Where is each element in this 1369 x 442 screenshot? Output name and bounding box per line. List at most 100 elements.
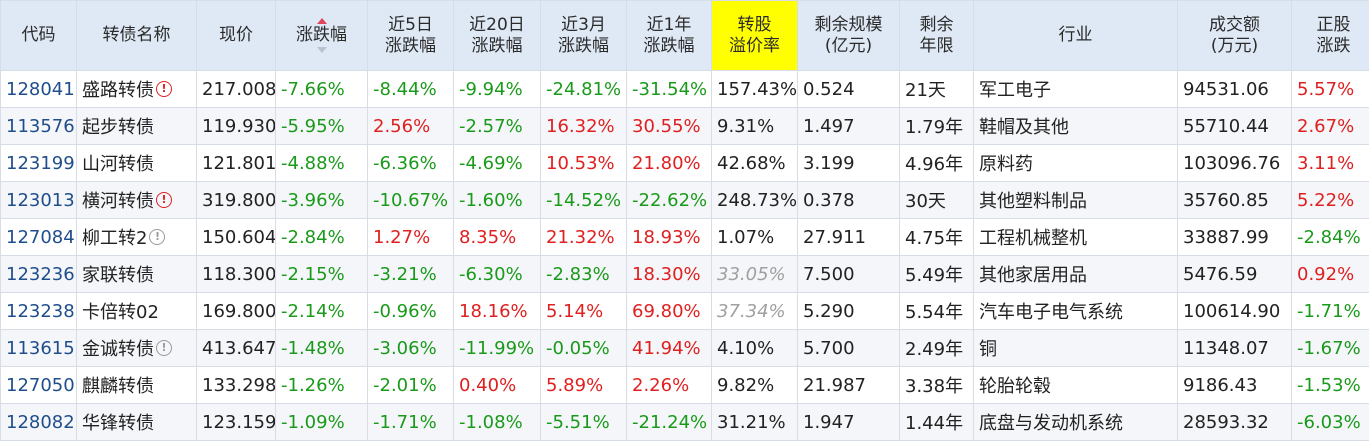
stock-change-cell: -6.03% [1291,403,1369,441]
change-3m-cell: 5.89% [540,366,627,404]
column-header-conversion-premium[interactable]: 转股 溢价率 [711,0,798,71]
turnover-cell: 103096.76 [1177,144,1292,182]
name-cell[interactable]: 柳工转2! [76,218,197,256]
name-cell[interactable]: 家联转债 [76,255,197,293]
column-header-label: 行业 [1058,25,1093,45]
change-cell: -3.96% [275,181,368,219]
code-cell[interactable]: 127050 [0,366,77,404]
bond-name[interactable]: 柳工转2! [82,224,196,250]
column-header-stock-change[interactable]: 正股 涨跌 [1291,0,1369,71]
change-5d-cell: 2.56% [367,107,454,145]
bond-name[interactable]: 卡倍转02 [82,298,196,324]
bond-name-label: 横河转债 [82,191,154,212]
table-row[interactable]: 123238 卡倍转02 169.800 -2.14% -0.96% 18.16% 5.14… [0,292,1369,330]
bond-name[interactable]: 金诚转债! [82,335,196,361]
stock-change-cell: -1.71% [1291,292,1369,330]
change-3m-cell: -0.05% [540,329,627,367]
table-row[interactable]: 127050 麒麟转债 133.298 -1.26% -2.01% 0.40% 5.89% 2… [0,366,1369,404]
column-header-change-3m[interactable]: 近3月 涨跌幅 [540,0,627,71]
code-cell[interactable]: 123013 [0,181,77,219]
name-cell[interactable]: 山河转债 [76,144,197,182]
table-row[interactable]: 128082 华锋转债 123.159 -1.09% -1.71% -1.08% -5.51… [0,403,1369,441]
stock-change-cell: 5.22% [1291,181,1369,219]
table-row[interactable]: 128041 盛路转债! 217.008 -7.66% -8.44% -9.94% -24.… [0,70,1369,108]
price-cell: 133.298 [196,366,276,404]
name-cell[interactable]: 起步转债 [76,107,197,145]
column-header-turnover[interactable]: 成交额 (万元) [1177,0,1292,71]
table-row[interactable]: 123199 山河转债 121.801 -4.88% -6.36% -4.69% 10.53… [0,144,1369,182]
bond-name-label: 华锋转债 [82,413,154,434]
bond-name[interactable]: 华锋转债 [82,409,196,435]
sort-descending-icon [316,47,327,53]
code-cell[interactable]: 123236 [0,255,77,293]
column-header-label: 近5日 [388,14,433,35]
code-cell[interactable]: 127084 [0,218,77,256]
bond-name[interactable]: 麒麟转债 [82,372,196,398]
column-header-name[interactable]: 转债名称 [76,0,197,71]
bond-name[interactable]: 山河转债 [82,150,196,176]
table-row[interactable]: 113576 起步转债 119.930 -5.95% 2.56% -2.57% 16.32%… [0,107,1369,145]
scale-cell: 1.497 [797,107,900,145]
table-row[interactable]: 113615 金诚转债! 413.647 -1.48% -3.06% -11.99% -0.… [0,329,1369,367]
bond-name-label: 山河转债 [82,154,154,175]
bond-name[interactable]: 起步转债 [82,113,196,139]
name-cell[interactable]: 卡倍转02 [76,292,197,330]
column-header-price[interactable]: 现价 [196,0,276,71]
column-header-code[interactable]: 代码 [0,0,77,71]
column-header-change-5d[interactable]: 近5日 涨跌幅 [367,0,454,71]
column-header-change-20d[interactable]: 近20日 涨跌幅 [453,0,541,71]
bond-name[interactable]: 盛路转债! [82,76,196,102]
name-cell[interactable]: 横河转债! [76,181,197,219]
change-1y-cell: -31.54% [626,70,712,108]
column-header-label: 成交额 [1209,14,1260,35]
premium-cell: 248.73% [711,181,798,219]
price-cell: 217.008 [196,70,276,108]
premium-cell: 42.68% [711,144,798,182]
industry-cell: 鞋帽及其他 [973,107,1178,145]
info-icon[interactable]: ! [149,229,166,245]
change-5d-cell: -6.36% [367,144,454,182]
change-3m-cell: 10.53% [540,144,627,182]
code-cell[interactable]: 128082 [0,403,77,441]
table-row[interactable]: 123013 横河转债! 319.800 -3.96% -10.67% -1.60% -14… [0,181,1369,219]
change-1y-cell: 18.93% [626,218,712,256]
column-header-change-1y[interactable]: 近1年 涨跌幅 [626,0,712,71]
change-cell: -7.66% [275,70,368,108]
table-row[interactable]: 127084 柳工转2! 150.604 -2.84% 1.27% 8.35% 21.32%… [0,218,1369,256]
column-header-change[interactable]: 涨跌幅 [275,0,368,71]
column-header-label: 近20日 [469,14,525,35]
code-cell[interactable]: 123238 [0,292,77,330]
warning-icon[interactable]: ! [156,192,172,208]
info-icon[interactable]: ! [156,340,172,356]
change-1y-cell: -22.62% [626,181,712,219]
change-20d-cell: 8.35% [453,218,541,256]
change-cell: -2.84% [275,218,368,256]
bond-name-label: 卡倍转02 [82,302,159,323]
name-cell[interactable]: 麒麟转债 [76,366,197,404]
turnover-cell: 28593.32 [1177,403,1292,441]
code-cell[interactable]: 123199 [0,144,77,182]
bond-name-label: 盛路转债 [82,80,154,101]
industry-cell: 原料药 [973,144,1178,182]
column-header-label: 年限 [919,35,954,56]
column-header-label: 转债名称 [102,25,171,45]
name-cell[interactable]: 盛路转债! [76,70,197,108]
change-20d-cell: -2.57% [453,107,541,145]
code-cell[interactable]: 128041 [0,70,77,108]
bond-name[interactable]: 横河转债! [82,187,196,213]
column-header-remaining-scale[interactable]: 剩余规模 (亿元) [797,0,900,71]
scale-cell: 3.199 [797,144,900,182]
column-header-remaining-term[interactable]: 剩余 年限 [899,0,974,71]
name-cell[interactable]: 金诚转债! [76,329,197,367]
code-cell[interactable]: 113615 [0,329,77,367]
price-cell: 150.604 [196,218,276,256]
change-1y-cell: 41.94% [626,329,712,367]
bond-name[interactable]: 家联转债 [82,261,196,287]
name-cell[interactable]: 华锋转债 [76,403,197,441]
warning-icon[interactable]: ! [156,81,172,97]
code-cell[interactable]: 113576 [0,107,77,145]
column-header-industry[interactable]: 行业 [973,0,1178,71]
turnover-cell: 35760.85 [1177,181,1292,219]
table-row[interactable]: 123236 家联转债 118.300 -2.15% -3.21% -6.30% -2.83… [0,255,1369,293]
